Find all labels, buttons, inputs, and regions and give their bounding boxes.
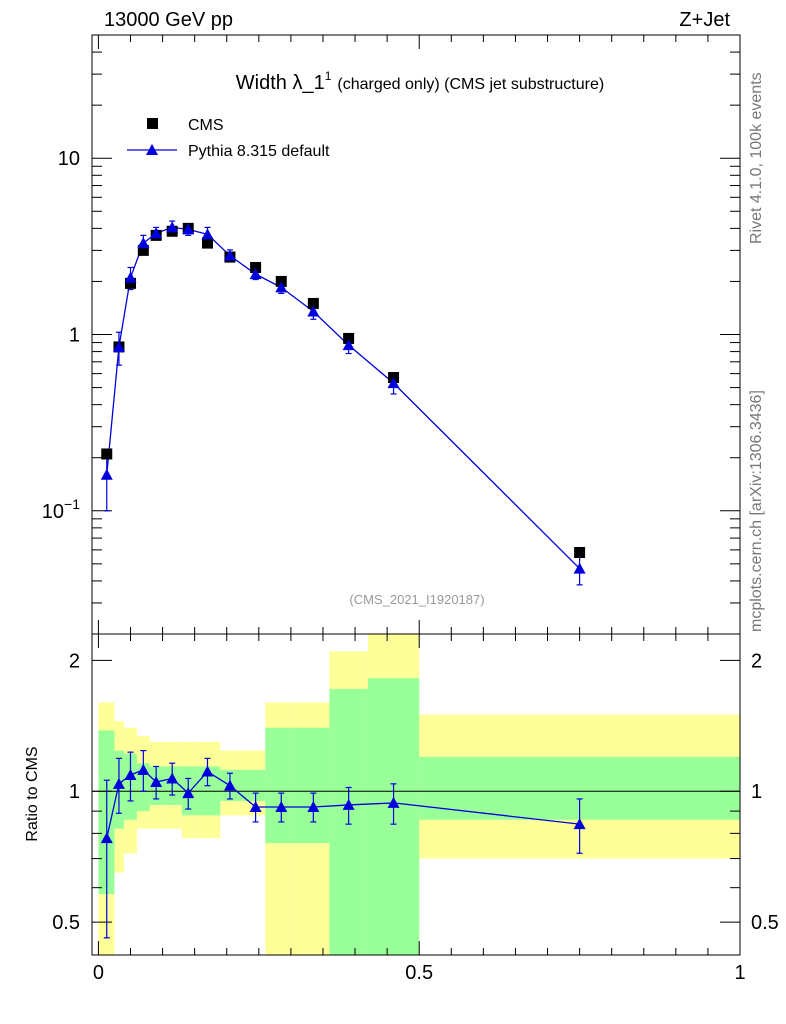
- cms-point: [250, 261, 262, 273]
- ratio-point: [223, 779, 236, 791]
- cms-point: [307, 297, 319, 309]
- upper-y-tick-label-base: 10: [58, 148, 80, 170]
- pythia-point: [573, 562, 586, 574]
- title-sup: 1: [325, 69, 332, 83]
- analysis-footnote: (CMS_2021_I1920187): [349, 592, 484, 607]
- x-tick-label: 1: [734, 962, 745, 984]
- pythia-point: [182, 223, 195, 235]
- title-main: Width λ_1: [236, 72, 325, 94]
- cms-point: [201, 237, 213, 249]
- pythia-point: [201, 228, 214, 240]
- pythia-point: [137, 237, 150, 249]
- pythia-point: [112, 340, 125, 352]
- lower-y-tick-label: 2: [69, 650, 80, 672]
- x-tick-label: 0.5: [405, 962, 433, 984]
- cms-point: [101, 448, 113, 460]
- pythia-point: [307, 305, 320, 317]
- ratio-point: [150, 776, 163, 788]
- ratio-point: [307, 800, 320, 812]
- cms-point: [343, 332, 355, 344]
- lower-panel-series: [100, 750, 586, 939]
- pythia-point: [342, 339, 355, 351]
- ratio-point: [166, 772, 179, 784]
- band-green: [290, 727, 330, 844]
- header-right: Z+Jet: [679, 9, 730, 31]
- pythia-point: [223, 249, 236, 261]
- legend-cms-label: CMS: [188, 117, 224, 134]
- pythia-point: [124, 271, 137, 283]
- ratio-ylabel: Ratio to CMS: [24, 746, 41, 841]
- ratio-point: [124, 768, 137, 780]
- lower-y-tick-label: 1: [69, 781, 80, 803]
- pythia-point: [249, 268, 262, 280]
- main-title: Width λ_11 (charged only) (CMS jet substr…: [236, 69, 604, 94]
- upper-y-tick-label-base: 1: [69, 325, 80, 347]
- title-rest: (charged only) (CMS jet substructure): [337, 76, 604, 93]
- upper-y-tick-label-base: 10: [42, 501, 64, 523]
- ratio-bands: [98, 634, 740, 955]
- pythia-point: [166, 221, 179, 233]
- legend-pythia-marker: [146, 144, 158, 155]
- lower-y-tick-label-right: 0.5: [751, 912, 779, 934]
- legend-cms-marker: [147, 118, 158, 129]
- lower-panel-frame: [91, 633, 741, 956]
- upper-y-tick-label-exp: −1: [64, 496, 80, 512]
- lower-y-tick-label-right: 2: [751, 650, 762, 672]
- mcplots-label: mcplots.cern.ch [arXiv:1306.3436]: [748, 390, 765, 632]
- x-tick-label: 0: [93, 962, 104, 984]
- ratio-point: [201, 765, 214, 777]
- pythia-point: [387, 377, 400, 389]
- pythia-line: [106, 226, 581, 570]
- ratio-point: [100, 832, 113, 844]
- pythia-point: [275, 281, 288, 293]
- legend: CMS Pythia 8.315 default: [127, 117, 330, 160]
- cms-point: [124, 277, 136, 289]
- ratio-point: [387, 796, 400, 808]
- lower-panel-ticks: 0.5 0.5 1 1 2 2 0 0.5 1: [52, 634, 779, 984]
- upper-y-tick-label: 10−1: [42, 496, 80, 523]
- upper-y-tick-label: 1: [69, 325, 80, 347]
- pythia-point: [150, 227, 163, 239]
- lower-y-tick-label: 0.5: [52, 912, 80, 934]
- ratio-point: [275, 800, 288, 812]
- band-green: [239, 769, 266, 801]
- upper-y-tick-label: 10: [58, 148, 80, 170]
- ratio-point: [182, 787, 195, 799]
- ratio-point: [112, 777, 125, 789]
- rivet-label: Rivet 4.1.0, 100k events: [748, 72, 765, 244]
- band-green: [265, 727, 291, 844]
- header-left: 13000 GeV pp: [104, 9, 233, 31]
- ratio-point: [342, 798, 355, 810]
- ratio-point: [249, 800, 262, 812]
- cms-point: [137, 244, 149, 256]
- lower-y-tick-label-right: 1: [751, 781, 762, 803]
- cms-point: [574, 546, 586, 558]
- ratio-point: [137, 763, 150, 775]
- legend-pythia-label: Pythia 8.315 default: [188, 143, 330, 160]
- pythia-point: [100, 468, 113, 480]
- upper-panel-series: [100, 220, 586, 586]
- ratio-point: [573, 818, 586, 830]
